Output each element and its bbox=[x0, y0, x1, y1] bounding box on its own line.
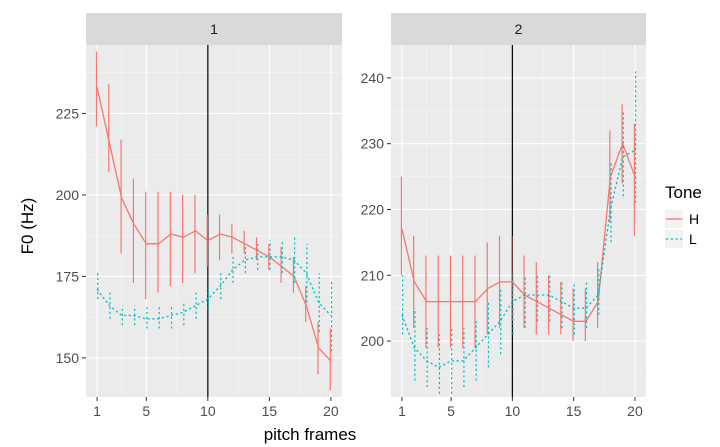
legend-key-L: L bbox=[665, 230, 697, 248]
x-tick-label: 15 bbox=[262, 403, 278, 419]
y-axis-title: F0 (Hz) bbox=[18, 198, 37, 255]
legend-label: H bbox=[689, 211, 699, 227]
strip-background bbox=[86, 13, 342, 45]
x-tick-label: 20 bbox=[323, 403, 339, 419]
legend-label: L bbox=[689, 231, 697, 247]
x-tick-label: 10 bbox=[505, 403, 521, 419]
panel-background bbox=[391, 45, 646, 397]
x-axis-title: pitch frames bbox=[264, 425, 357, 444]
legend: Tone HL bbox=[665, 183, 702, 248]
x-tick-label: 5 bbox=[447, 403, 455, 419]
y-tick-label: 150 bbox=[56, 350, 80, 366]
strip-background bbox=[391, 13, 646, 45]
series-H bbox=[400, 104, 636, 348]
series-line-L bbox=[401, 149, 636, 369]
series-L bbox=[96, 237, 333, 352]
y-tick-label: 210 bbox=[361, 267, 385, 283]
y-tick-label: 220 bbox=[361, 201, 385, 217]
series-L bbox=[401, 71, 637, 394]
series-line-L bbox=[96, 256, 332, 320]
y-tick-label: 175 bbox=[56, 268, 80, 284]
x-tick-label: 1 bbox=[93, 403, 101, 419]
x-tick-label: 20 bbox=[627, 403, 643, 419]
y-tick-label: 240 bbox=[361, 70, 385, 86]
legend-key-background bbox=[665, 230, 683, 248]
series-line-H bbox=[401, 143, 636, 322]
strip-label: 1 bbox=[210, 21, 218, 37]
x-tick-label: 10 bbox=[200, 403, 216, 419]
series-line-H bbox=[96, 87, 332, 362]
x-tick-label: 15 bbox=[566, 403, 582, 419]
legend-keys: HL bbox=[665, 210, 699, 248]
series-H bbox=[95, 51, 332, 391]
legend-key-H: H bbox=[665, 210, 699, 228]
y-tick-label: 230 bbox=[361, 136, 385, 152]
panel-background bbox=[86, 45, 342, 397]
x-tick-label: 1 bbox=[398, 403, 406, 419]
y-tick-label: 200 bbox=[56, 187, 80, 203]
y-tick-label: 200 bbox=[361, 333, 385, 349]
legend-title: Tone bbox=[665, 183, 702, 202]
x-tick-label: 5 bbox=[142, 403, 150, 419]
y-tick-label: 225 bbox=[56, 105, 80, 121]
strip-label: 2 bbox=[515, 21, 523, 37]
